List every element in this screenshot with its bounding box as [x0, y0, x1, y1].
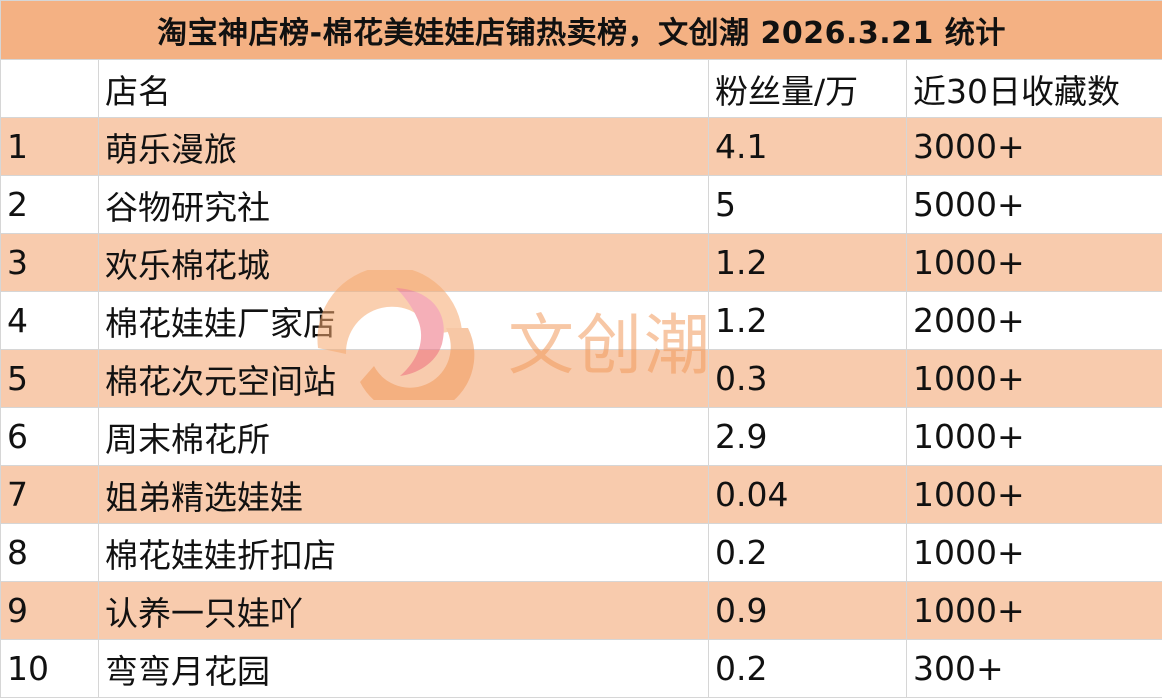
header-fans-cell[interactable]: 粉丝量/万 — [708, 59, 907, 118]
rank-cell[interactable]: 4 — [0, 291, 99, 350]
table-row: 2 谷物研究社 5 5000+ — [0, 175, 1162, 234]
rank-cell[interactable]: 10 — [0, 639, 99, 698]
fans-cell[interactable]: 0.2 — [708, 523, 907, 582]
table-row: 6 周末棉花所 2.9 1000+ — [0, 407, 1162, 466]
rank-cell[interactable]: 7 — [0, 465, 99, 524]
favorites-cell[interactable]: 300+ — [905, 639, 1162, 698]
favorites-cell[interactable]: 1000+ — [905, 465, 1162, 524]
header-favorites-cell[interactable]: 近30日收藏数 — [905, 59, 1162, 118]
shop-name-cell[interactable]: 谷物研究社 — [98, 175, 709, 234]
favorites-cell[interactable]: 5000+ — [905, 175, 1162, 234]
favorites-cell[interactable]: 2000+ — [905, 291, 1162, 350]
fans-cell[interactable]: 1.2 — [708, 291, 907, 350]
shop-name-cell[interactable]: 欢乐棉花城 — [98, 233, 709, 292]
favorites-cell[interactable]: 1000+ — [905, 523, 1162, 582]
shop-name-cell[interactable]: 棉花娃娃厂家店 — [98, 291, 709, 350]
shop-name-cell[interactable]: 萌乐漫旅 — [98, 117, 709, 176]
favorites-cell[interactable]: 1000+ — [905, 581, 1162, 640]
fans-cell[interactable]: 1.2 — [708, 233, 907, 292]
table-title[interactable]: 淘宝神店榜-棉花美娃娃店铺热卖榜，文创潮 2026.3.21 统计 — [0, 0, 1162, 60]
table-row: 9 认养一只娃吖 0.9 1000+ — [0, 581, 1162, 640]
table-row: 8 棉花娃娃折扣店 0.2 1000+ — [0, 523, 1162, 582]
shop-name-cell[interactable]: 弯弯月花园 — [98, 639, 709, 698]
shop-name-cell[interactable]: 棉花次元空间站 — [98, 349, 709, 408]
rank-cell[interactable]: 5 — [0, 349, 99, 408]
fans-cell[interactable]: 5 — [708, 175, 907, 234]
table-row: 7 姐弟精选娃娃 0.04 1000+ — [0, 465, 1162, 524]
table-row: 4 棉花娃娃厂家店 1.2 2000+ — [0, 291, 1162, 350]
shop-name-cell[interactable]: 周末棉花所 — [98, 407, 709, 466]
table-row: 1 萌乐漫旅 4.1 3000+ — [0, 117, 1162, 176]
shop-name-cell[interactable]: 姐弟精选娃娃 — [98, 465, 709, 524]
rank-cell[interactable]: 8 — [0, 523, 99, 582]
fans-cell[interactable]: 0.2 — [708, 639, 907, 698]
rank-cell[interactable]: 1 — [0, 117, 99, 176]
shop-name-cell[interactable]: 棉花娃娃折扣店 — [98, 523, 709, 582]
header-row: 店名 粉丝量/万 近30日收藏数 — [0, 59, 1162, 118]
fans-cell[interactable]: 0.04 — [708, 465, 907, 524]
fans-cell[interactable]: 0.9 — [708, 581, 907, 640]
fans-cell[interactable]: 2.9 — [708, 407, 907, 466]
header-rank-cell[interactable] — [0, 59, 99, 118]
rank-cell[interactable]: 6 — [0, 407, 99, 466]
fans-cell[interactable]: 4.1 — [708, 117, 907, 176]
favorites-cell[interactable]: 3000+ — [905, 117, 1162, 176]
rank-cell[interactable]: 3 — [0, 233, 99, 292]
favorites-cell[interactable]: 1000+ — [905, 349, 1162, 408]
header-name-cell[interactable]: 店名 — [98, 59, 709, 118]
favorites-cell[interactable]: 1000+ — [905, 407, 1162, 466]
fans-cell[interactable]: 0.3 — [708, 349, 907, 408]
shop-name-cell[interactable]: 认养一只娃吖 — [98, 581, 709, 640]
rank-cell[interactable]: 2 — [0, 175, 99, 234]
favorites-cell[interactable]: 1000+ — [905, 233, 1162, 292]
rank-cell[interactable]: 9 — [0, 581, 99, 640]
table-row: 10 弯弯月花园 0.2 300+ — [0, 639, 1162, 698]
table-row: 5 棉花次元空间站 0.3 1000+ — [0, 349, 1162, 408]
table-row: 3 欢乐棉花城 1.2 1000+ — [0, 233, 1162, 292]
title-row: 淘宝神店榜-棉花美娃娃店铺热卖榜，文创潮 2026.3.21 统计 — [0, 0, 1162, 60]
